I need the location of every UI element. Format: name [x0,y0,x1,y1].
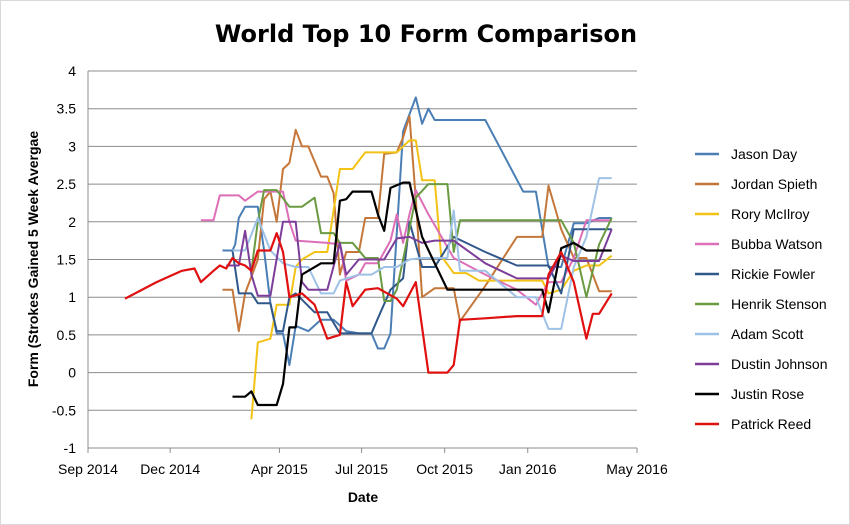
y-tick-label: 4 [68,63,76,79]
x-tick-label: Dec 2014 [140,461,200,477]
legend-label-patrick-reed: Patrick Reed [731,416,811,432]
series-lines [124,96,613,420]
legend-label-bubba-watson: Bubba Watson [731,236,822,252]
x-tick-label: Jan 2016 [499,461,557,477]
y-tick-label: 1.5 [57,252,77,268]
y-axis-title: Form (Strokes Gained 5 Week Avergae [25,131,41,387]
legend: Jason Day Jordan Spieth Rory McIlroy Bubba … [695,146,828,432]
y-tick-label: 1 [68,289,76,305]
series-line-rory-mcilroy [250,139,613,420]
x-tick-label: Sep 2014 [58,461,118,477]
legend-label-adam-scott: Adam Scott [731,326,803,342]
x-axis-title: Date [348,489,379,505]
series-line-rickie-fowler [231,220,612,335]
y-tick-label: 0.5 [57,327,77,343]
x-axis-ticks: Sep 2014 Dec 2014 Apr 2015 Jul 2015 Oct 2015… [58,448,668,477]
series-line-patrick-reed [124,232,613,374]
y-tick-label: 0 [68,365,76,381]
chart-title: World Top 10 Form Comparison [215,20,637,48]
legend-label-jason-day: Jason Day [731,146,797,162]
y-tick-label: 3 [68,138,76,154]
legend-label-rickie-fowler: Rickie Fowler [731,266,815,282]
series-line-jordan-spieth [222,115,612,333]
y-tick-label: -0.5 [52,402,76,418]
x-tick-label: Oct 2015 [416,461,473,477]
y-axis-ticks: -1 -0.5 0 0.5 1 1.5 2 2.5 3 3.5 4 [52,63,76,456]
legend-label-henrik-stenson: Henrik Stenson [731,296,827,312]
series-line-adam-scott [232,177,612,330]
series-line-henrik-stenson [250,183,613,302]
y-tick-label: 2.5 [57,176,77,192]
x-tick-label: Jul 2015 [335,461,388,477]
legend-label-jordan-spieth: Jordan Spieth [731,176,817,192]
x-tick-label: Apr 2015 [251,461,308,477]
legend-label-rory-mcilroy: Rory McIlroy [731,206,810,222]
series-line-jason-day [222,96,612,367]
y-tick-label: 3.5 [57,101,77,117]
series-line-dustin-johnson [226,220,613,297]
x-tick-label: May 2016 [606,461,668,477]
y-tick-label: -1 [64,440,77,456]
series-line-bubba-watson [200,189,612,306]
y-tick-label: 2 [68,214,76,230]
legend-label-dustin-johnson: Dustin Johnson [731,356,828,372]
legend-label-justin-rose: Justin Rose [731,386,804,402]
